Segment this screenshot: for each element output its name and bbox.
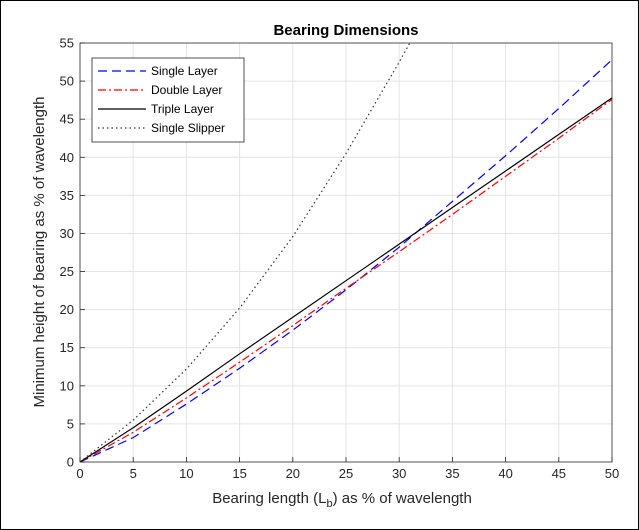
y-tick-label: 40	[60, 150, 74, 165]
y-tick-label: 55	[60, 36, 74, 51]
x-tick-label: 50	[605, 466, 619, 481]
y-tick-label: 30	[60, 226, 74, 241]
y-tick-label: 20	[60, 302, 74, 317]
y-tick-label: 10	[60, 378, 74, 393]
y-tick-label: 45	[60, 112, 74, 127]
x-tick-label: 5	[130, 466, 137, 481]
legend-label-triple-layer: Triple Layer	[151, 102, 214, 116]
x-tick-label: 25	[339, 466, 353, 481]
x-tick-label: 30	[392, 466, 406, 481]
x-axis-label-subscript: b	[326, 498, 332, 510]
x-tick-label: 40	[498, 466, 512, 481]
x-tick-label: 10	[179, 466, 193, 481]
chart-title: Bearing Dimensions	[273, 22, 418, 39]
series-line-triple-layer	[80, 97, 612, 462]
y-tick-label: 15	[60, 340, 74, 355]
legend-label-double-layer: Double Layer	[151, 83, 222, 97]
legend-label-single-layer: Single Layer	[151, 64, 218, 78]
y-axis-label: Minimum height of bearing as % of wavele…	[31, 96, 48, 407]
y-tick-label: 0	[67, 455, 74, 470]
x-tick-label: 0	[76, 466, 83, 481]
series-line-single-layer	[80, 59, 612, 462]
x-axis-label-rest: ) as % of wavelength	[333, 490, 472, 507]
x-axis-label-main: Bearing length (L	[212, 490, 326, 507]
y-tick-label: 5	[67, 416, 74, 431]
y-tick-label: 50	[60, 74, 74, 89]
y-tick-label: 25	[60, 264, 74, 279]
x-tick-label: 35	[445, 466, 459, 481]
legend-label-single-slipper: Single Slipper	[151, 121, 225, 135]
y-tick-label: 35	[60, 188, 74, 203]
tick-labels: 0 5 10 15 20 25 30 35 40 45 50 0 5 10 15 20 25 30 35 40 45 50…	[60, 36, 620, 482]
series-line-single-slipper	[80, 43, 411, 462]
x-tick-label: 15	[232, 466, 246, 481]
legend: Single Layer Double Layer Triple Layer Sing…	[91, 57, 245, 143]
series-layer	[80, 43, 612, 462]
legend-items: Single Layer Double Layer Triple Layer Sing…	[98, 64, 225, 135]
x-tick-label: 45	[552, 466, 566, 481]
series-line-double-layer	[80, 98, 612, 462]
x-axis-label: Bearing length (Lb) as % of wavelength	[212, 490, 472, 510]
x-tick-label: 20	[286, 466, 300, 481]
